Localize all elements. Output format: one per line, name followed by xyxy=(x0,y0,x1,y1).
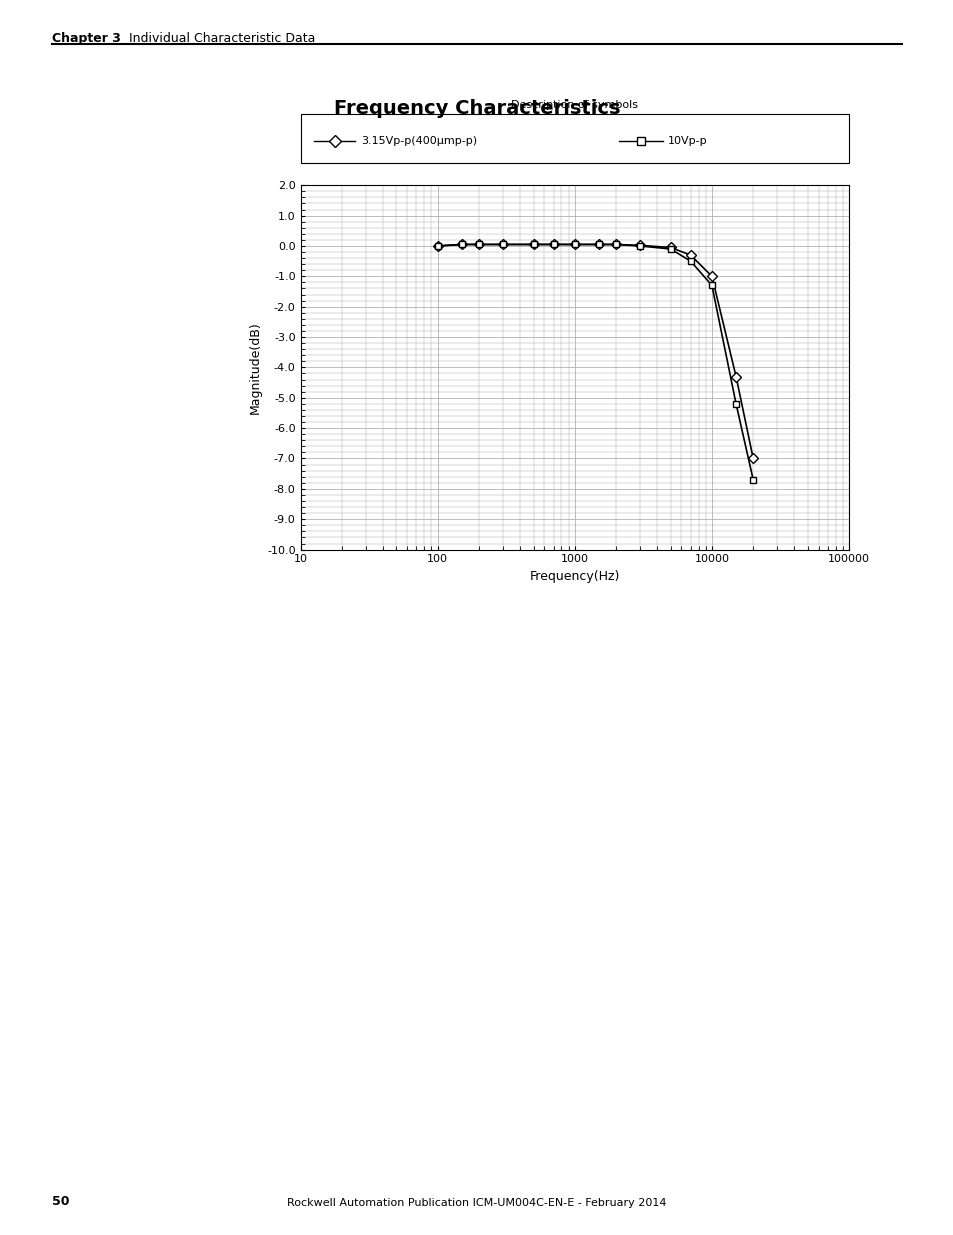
X-axis label: Frequency(Hz): Frequency(Hz) xyxy=(529,571,619,583)
Y-axis label: Magnitude(dB): Magnitude(dB) xyxy=(248,321,261,414)
Text: Frequency Characteristics: Frequency Characteristics xyxy=(334,99,619,117)
Text: 3.15Vp-p(400μmp-p): 3.15Vp-p(400μmp-p) xyxy=(360,136,476,146)
Text: 50: 50 xyxy=(52,1194,70,1208)
Text: 10Vp-p: 10Vp-p xyxy=(667,136,707,146)
Text: Individual Characteristic Data: Individual Characteristic Data xyxy=(129,32,314,46)
Text: Chapter 3: Chapter 3 xyxy=(52,32,121,46)
Text: Description of symbols: Description of symbols xyxy=(511,100,638,110)
Text: Rockwell Automation Publication ICM-UM004C-EN-E - February 2014: Rockwell Automation Publication ICM-UM00… xyxy=(287,1198,666,1208)
